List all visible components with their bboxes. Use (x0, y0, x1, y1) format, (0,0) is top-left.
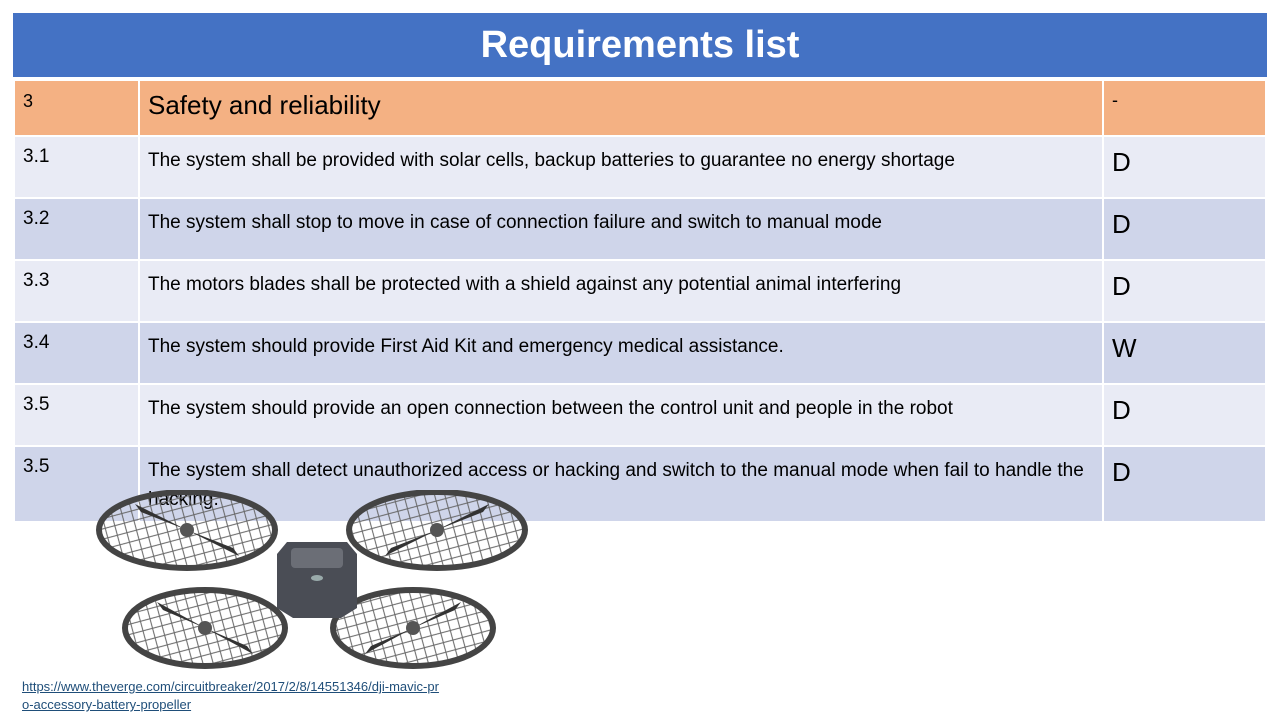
drone-image (96, 490, 528, 669)
requirement-id: 3.2 (13, 197, 140, 261)
requirement-id: 3.4 (13, 321, 140, 385)
propeller-guard (122, 587, 288, 669)
table-row: 3.2 The system shall stop to move in cas… (13, 197, 1267, 261)
requirement-id: 3.5 (13, 383, 140, 447)
section-priority: - (1102, 79, 1267, 137)
propeller-guard (330, 587, 496, 669)
requirement-id: 3.3 (13, 259, 140, 323)
requirement-text: The motors blades shall be protected wit… (138, 259, 1104, 323)
propeller-guard (346, 490, 528, 571)
page-title: Requirements list (13, 13, 1267, 77)
requirement-priority: W (1102, 321, 1267, 385)
table-row: 3.5 The system shall detect unauthorized… (13, 445, 1267, 523)
table-row: 3.3 The motors blades shall be protected… (13, 259, 1267, 323)
requirement-id: 3.1 (13, 135, 140, 199)
section-label: Safety and reliability (138, 79, 1104, 137)
requirement-priority: D (1102, 259, 1267, 323)
requirement-text: The system shall be provided with solar … (138, 135, 1104, 199)
requirement-text: The system should provide an open connec… (138, 383, 1104, 447)
requirement-id: 3.5 (13, 445, 140, 523)
table-row: 3.5 The system should provide an open co… (13, 383, 1267, 447)
table-row: 3.4 The system should provide First Aid … (13, 321, 1267, 385)
section-number: 3 (13, 79, 140, 137)
drone-body (277, 542, 357, 618)
source-link[interactable]: https://www.theverge.com/circuitbreaker/… (22, 679, 439, 712)
requirement-text: The system shall detect unauthorized acc… (138, 445, 1104, 523)
requirements-table: 3 Safety and reliability - 3.1 The syste… (13, 79, 1267, 523)
requirement-text: The system should provide First Aid Kit … (138, 321, 1104, 385)
requirement-text: The system shall stop to move in case of… (138, 197, 1104, 261)
requirement-priority: D (1102, 197, 1267, 261)
propeller-guard (96, 490, 278, 571)
requirement-priority: D (1102, 445, 1267, 523)
section-header-row: 3 Safety and reliability - (13, 79, 1267, 137)
table-row: 3.1 The system shall be provided with so… (13, 135, 1267, 199)
requirement-priority: D (1102, 383, 1267, 447)
requirement-priority: D (1102, 135, 1267, 199)
